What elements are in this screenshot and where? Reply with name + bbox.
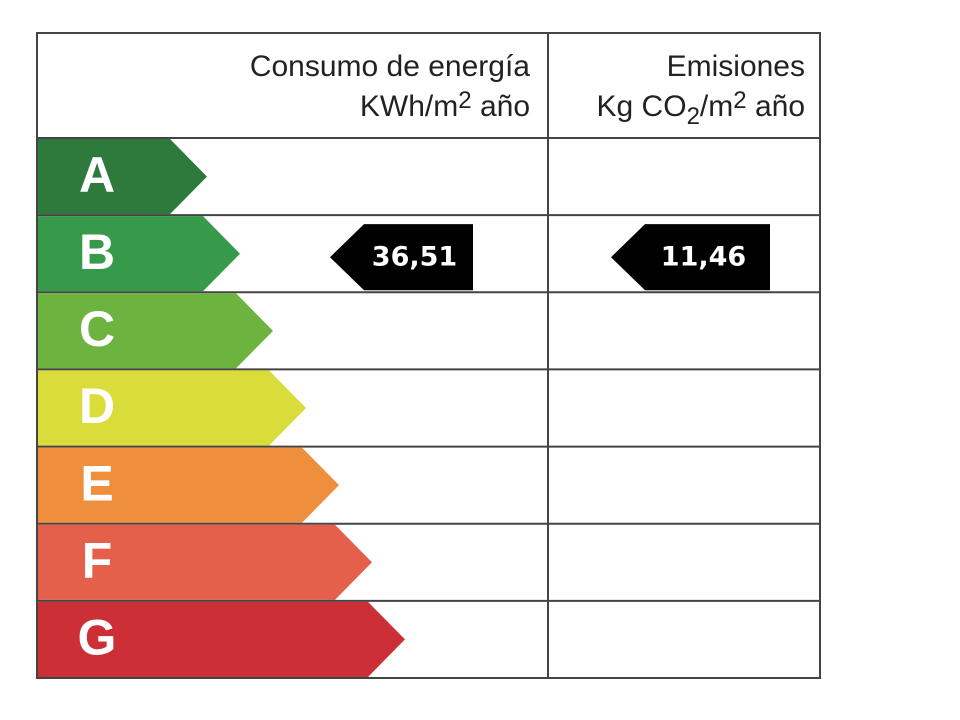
indicator-value: 36,51	[372, 242, 457, 273]
unit-sub: 2	[687, 103, 700, 130]
unit-part: año	[472, 90, 530, 123]
rating-arrow	[38, 216, 240, 292]
rating-letter: D	[79, 378, 115, 434]
indicator-value: 11,46	[661, 242, 746, 273]
rating-letter: C	[79, 301, 115, 357]
rating-arrow	[38, 293, 273, 369]
rating-letter: E	[80, 455, 113, 511]
energy-title: Consumo de energía	[250, 50, 530, 83]
rating-letter: F	[82, 532, 113, 588]
unit-part: Kg CO	[597, 90, 687, 123]
rating-letter: A	[79, 147, 115, 203]
rating-arrow	[38, 370, 306, 446]
rating-letter: G	[78, 610, 117, 666]
rating-letter: B	[79, 224, 115, 280]
rating-arrow	[38, 601, 405, 677]
unit-sup: 2	[733, 87, 746, 114]
rating-arrow	[38, 524, 372, 600]
emissions-unit: Kg CO2/m2 año	[597, 87, 805, 130]
emissions-title: Emisiones	[667, 50, 805, 83]
unit-part: KWh/m	[360, 90, 458, 123]
unit-part: año	[747, 90, 805, 123]
rating-indicator	[330, 224, 473, 291]
rating-arrow	[38, 447, 339, 523]
unit-part: /m	[700, 90, 733, 123]
rating-arrow	[38, 139, 207, 215]
energy-unit: KWh/m2 año	[360, 87, 530, 123]
unit-sup: 2	[458, 87, 471, 114]
rating-indicator	[611, 224, 770, 291]
